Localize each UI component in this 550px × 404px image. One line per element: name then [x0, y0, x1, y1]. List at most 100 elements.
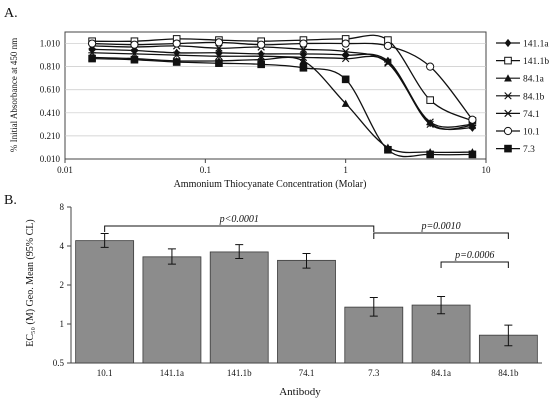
error-bar-84.1a [437, 296, 446, 315]
panel-a-y-tick-label: 0.010 [40, 154, 61, 164]
panel-a-x-tick-label: 1 [343, 165, 348, 175]
data-point-10.1 [214, 38, 224, 47]
panel-b-x-tick-label: 141.1a [160, 368, 184, 378]
series-line-141.1b [92, 34, 473, 122]
data-point-10.1 [426, 62, 435, 71]
panel-a-y-tick-label: 0.610 [40, 85, 61, 95]
legend-marker-141.1a [504, 38, 512, 48]
legend-label-7.3: 7.3 [523, 145, 535, 155]
error-bar-84.1b [504, 324, 513, 347]
data-point-7.3 [215, 59, 223, 67]
data-point-74.1 [341, 47, 350, 56]
data-point-141.1a [173, 48, 180, 57]
series-line-84.1b [92, 52, 473, 130]
data-point-141.1a [131, 46, 138, 55]
data-point-7.3 [426, 150, 434, 159]
bar-141.1a [142, 256, 202, 364]
legend-label-84.1a: 84.1a [523, 75, 545, 85]
legend-label-84.1b: 84.1b [523, 92, 545, 102]
data-point-7.3 [88, 54, 96, 63]
data-point-10.1 [257, 40, 266, 49]
data-point-7.3 [130, 55, 139, 64]
series-line-10.1 [92, 41, 473, 121]
data-point-7.3 [468, 150, 477, 159]
legend-marker-74.1 [504, 109, 512, 118]
data-point-10.1 [172, 39, 181, 48]
panel-a-y-axis-label: % Initial Absorbance at 450 nm [9, 38, 19, 152]
panel-b-y-axis-label: EC₅₀ (M) Geo. Mean (95% CL) [25, 219, 36, 347]
error-bar-10.1 [100, 232, 109, 248]
data-point-10.1 [299, 39, 308, 48]
legend-marker-84.1b [504, 92, 512, 100]
panel-b-x-tick-label: 10.1 [97, 368, 113, 378]
data-point-74.1 [215, 44, 223, 52]
significance-bracket [373, 232, 509, 239]
data-point-84.1b [384, 58, 392, 66]
panel-b-label: B. [4, 193, 17, 208]
panel-a-plot-area [64, 31, 487, 160]
significance-label: p<0.0001 [219, 214, 259, 225]
legend-marker-10.1 [503, 126, 513, 136]
panel-a-x-tick-label: 0.01 [57, 165, 73, 175]
bar-10.1 [75, 240, 135, 364]
panel-b-y-tick-label: 8 [60, 202, 65, 212]
data-point-7.3 [257, 60, 265, 69]
significance-bracket [440, 261, 509, 268]
panel-b-x-tick-label: 7.3 [368, 368, 380, 378]
series-line-74.1 [92, 45, 473, 128]
error-bar-141.1a [167, 248, 176, 265]
error-bar-141.1b [235, 244, 244, 260]
data-point-141.1a [300, 49, 307, 59]
panel-b-x-tick-label: 74.1 [299, 368, 315, 378]
data-point-10.1 [468, 115, 477, 124]
panel-b-y-tick-label: 1 [60, 319, 65, 329]
panel-b-x-tick-label: 84.1a [431, 368, 451, 378]
data-point-84.1a [341, 99, 350, 107]
data-point-84.1b [172, 51, 181, 59]
data-point-141.1a [426, 119, 434, 128]
bar-141.1b [209, 251, 269, 364]
data-point-84.1b [468, 121, 477, 130]
legend-label-141.1b: 141.1b [523, 57, 549, 67]
error-bar-74.1 [302, 253, 311, 269]
significance-label: p=0.0010 [420, 221, 460, 232]
panel-a-x-axis-label: Ammonium Thiocyanate Concentration (Mola… [174, 179, 367, 190]
panel-b-y-tick-label: 0.5 [53, 358, 65, 368]
series-line-7.3 [92, 57, 473, 158]
panel-b-y-tick-label: 4 [60, 241, 65, 251]
data-point-10.1 [341, 39, 350, 48]
data-point-7.3 [341, 75, 350, 84]
panel-a-y-tick-label: 1.010 [40, 39, 61, 49]
panel-a-y-tick-label: 0.410 [40, 108, 61, 118]
data-point-84.1b [299, 53, 308, 62]
significance-label: p=0.0006 [454, 250, 494, 261]
data-point-84.1b [257, 52, 265, 60]
series-line-84.1a [92, 56, 473, 154]
data-point-7.3 [172, 58, 181, 66]
panel-b-x-axis-label: Antibody [279, 386, 321, 398]
panel-a-label: A. [4, 6, 18, 21]
data-point-7.3 [299, 63, 308, 72]
data-point-10.1 [88, 39, 97, 48]
bar-84.1a [411, 304, 471, 364]
data-point-84.1b [215, 52, 223, 60]
legend-marker-7.3 [504, 144, 512, 153]
error-bar-7.3 [369, 297, 378, 317]
panel-b-y-tick-label: 2 [60, 280, 65, 290]
data-point-141.1a [257, 49, 265, 59]
significance-bracket [104, 225, 375, 232]
legend-label-74.1: 74.1 [523, 110, 540, 120]
panel-a-y-tick-label: 0.210 [40, 131, 61, 141]
data-point-141.1a [384, 56, 392, 65]
panel-b-x-tick-label: 84.1b [498, 368, 519, 378]
legend-marker-84.1a [504, 74, 512, 82]
panel-a-legend: 141.1a 141.1b 84.1a 84.1b 74.1 10.1 7.3 [496, 38, 549, 155]
panel-b-x-tick-label: 141.1b [227, 368, 252, 378]
panel-a-y-tick-label: 0.810 [40, 62, 61, 72]
data-point-141.1b [426, 96, 434, 104]
data-point-84.1b [341, 54, 350, 63]
data-point-7.3 [384, 145, 392, 154]
data-point-84.1a [299, 56, 308, 65]
data-point-74.1 [384, 59, 392, 67]
